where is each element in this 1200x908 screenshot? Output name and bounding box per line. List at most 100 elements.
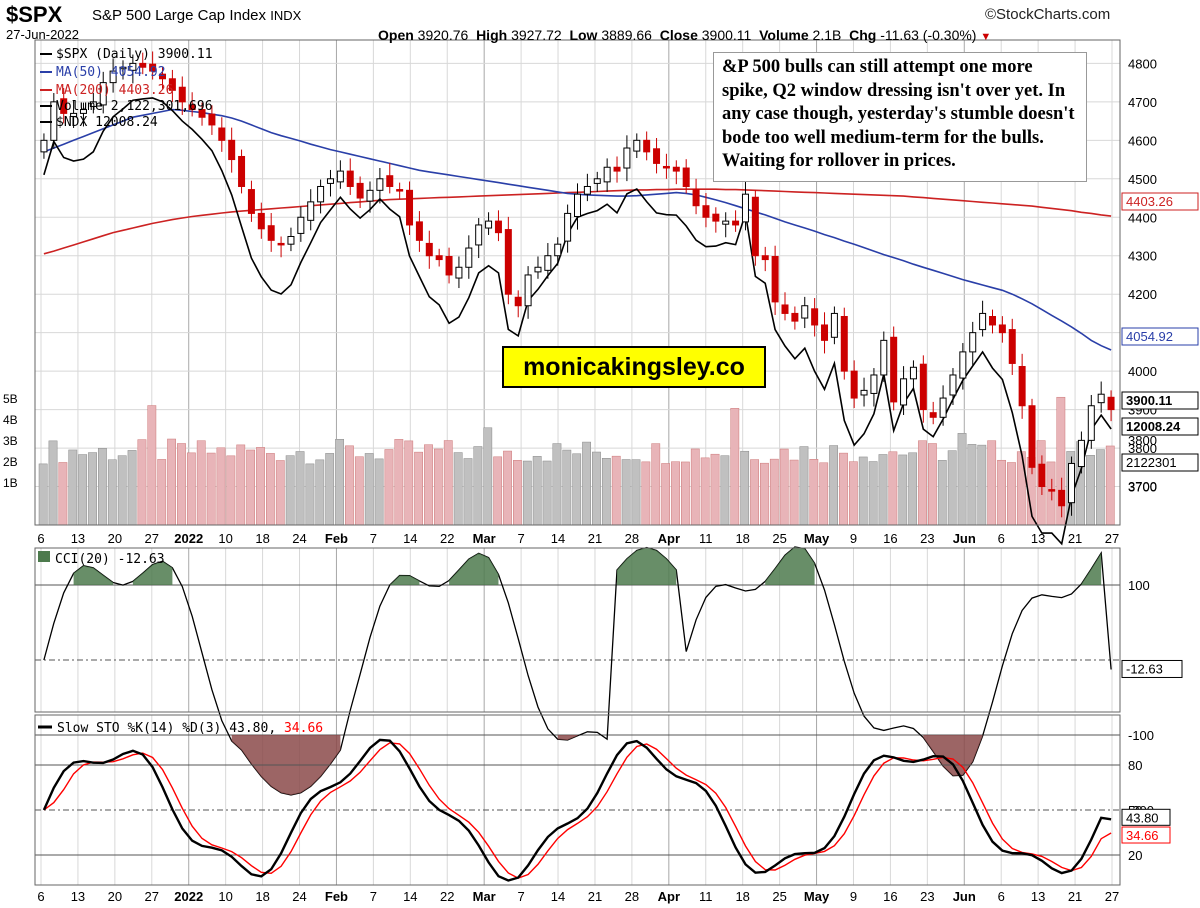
volume-bar [315, 459, 325, 526]
annotation-box: &P 500 bulls can still attempt one more … [713, 52, 1087, 182]
candle-body [89, 101, 97, 107]
volume-bar [937, 460, 947, 526]
candle-body [712, 213, 720, 222]
volume-bar [651, 443, 661, 526]
candle-body [228, 139, 236, 161]
legend-entry: MA(200) 4403.26 [56, 83, 173, 98]
cci-overbought-fill [389, 575, 420, 585]
volume-bar [1105, 445, 1115, 526]
volume-bar [809, 459, 819, 526]
y-tick-label: 4000 [1128, 364, 1157, 379]
candle-body [554, 243, 562, 257]
candle-body [574, 193, 581, 217]
sto-k-tag: 43.80 [1126, 810, 1159, 825]
candle-body [435, 255, 443, 261]
candle-body [475, 224, 483, 246]
candle-body [880, 339, 888, 376]
x-tick-label-upper: 20 [108, 531, 122, 546]
candle-body [336, 170, 344, 183]
candle-body [307, 201, 315, 221]
candle-body [386, 175, 394, 187]
watermark: monicakingsley.co [502, 346, 766, 388]
index-fullname: S&P 500 Large Cap Index [92, 7, 267, 24]
cci-overbought-fill [449, 553, 499, 585]
volume-bar [424, 444, 433, 526]
sto-d-line [43, 742, 1112, 879]
volume-bar [611, 455, 621, 526]
x-tick-label-lower: 6 [998, 889, 1005, 904]
legend-entry: $SPX (Daily) 3900.11 [56, 47, 213, 62]
candle-body [524, 274, 532, 307]
volume-bar [888, 451, 898, 526]
candle-body [534, 266, 542, 273]
volume-bar [997, 459, 1006, 526]
x-tick-label-lower: 22 [440, 889, 454, 904]
legend-entry: Volume 2,122,301,696 [56, 99, 213, 114]
volume-bar [1007, 462, 1016, 526]
candle-body [909, 366, 917, 380]
high-label: High [476, 27, 508, 43]
close-label: Close [659, 27, 698, 43]
x-tick-label-lower: 16 [883, 889, 897, 904]
candle-body [850, 370, 858, 399]
volume-bar [147, 405, 157, 526]
x-tick-label-lower: 27 [145, 889, 159, 904]
candle-body [119, 66, 127, 70]
candle-body [979, 312, 987, 331]
x-tick-label-lower: Jun [953, 889, 976, 904]
x-tick-label-lower: 6 [37, 889, 44, 904]
x-tick-label-lower: 18 [735, 889, 749, 904]
x-tick-label-upper: Feb [325, 531, 348, 546]
y-tick-label: 4200 [1128, 287, 1157, 302]
candle-body [396, 189, 404, 192]
volume-bar [621, 459, 631, 526]
candle-body [455, 266, 463, 279]
candle-body [356, 182, 364, 199]
panel-border [34, 714, 1121, 886]
chg-value: -11.63 (-0.30%) [880, 27, 977, 43]
volume-bar [799, 446, 809, 526]
cci-tag-box [1121, 659, 1183, 678]
sto-d-tag: 34.66 [1126, 828, 1159, 843]
volume-bar [819, 462, 829, 526]
volume-bar [157, 459, 167, 526]
volume-bar [127, 450, 137, 526]
candle-body [129, 62, 137, 71]
price-tag-box [1121, 327, 1199, 346]
volume-bar [374, 458, 384, 526]
exchange: INDX [270, 8, 302, 23]
x-tick-label-lower: 2022 [174, 889, 203, 904]
x-tick-label-lower: 10 [218, 889, 232, 904]
volume-bar [345, 445, 354, 526]
candle-body [1028, 405, 1036, 468]
candle-body [900, 378, 908, 406]
ticker-symbol: $SPX [6, 2, 63, 27]
price-tag: 4403.26 [1126, 194, 1173, 209]
volume-bar [760, 462, 769, 526]
volume-bar [858, 456, 868, 526]
volume-bar [898, 454, 908, 526]
candle-body [99, 82, 107, 106]
x-tick-label-lower: 21 [588, 889, 602, 904]
volume-bar [177, 443, 186, 526]
chart-date: 27-Jun-2022 [6, 27, 79, 42]
volume-bar [641, 461, 651, 526]
volume-tick-label: 2B [3, 455, 18, 469]
candle-body [890, 336, 898, 403]
cci-legend-swatch [38, 551, 50, 562]
sto-legend-prefix: Slow STO %K(14) %D(3) [57, 721, 229, 736]
price-tag: 4054.92 [1126, 329, 1173, 344]
cci-overbought-fill [73, 565, 114, 585]
volume-bar [671, 461, 680, 526]
sto-d-tag-box [1121, 826, 1171, 844]
x-tick-label-upper: 21 [1068, 531, 1082, 546]
cci-overbought-fill [617, 547, 677, 585]
cci-tick-label: 100 [1128, 578, 1150, 593]
candle-body [188, 104, 196, 111]
volume-bar [325, 453, 335, 526]
volume-bar [107, 459, 117, 526]
sto-k-line [42, 738, 1112, 882]
x-tick-label-lower: Apr [658, 889, 680, 904]
candle-body [70, 112, 78, 117]
volume-bar [967, 444, 977, 526]
